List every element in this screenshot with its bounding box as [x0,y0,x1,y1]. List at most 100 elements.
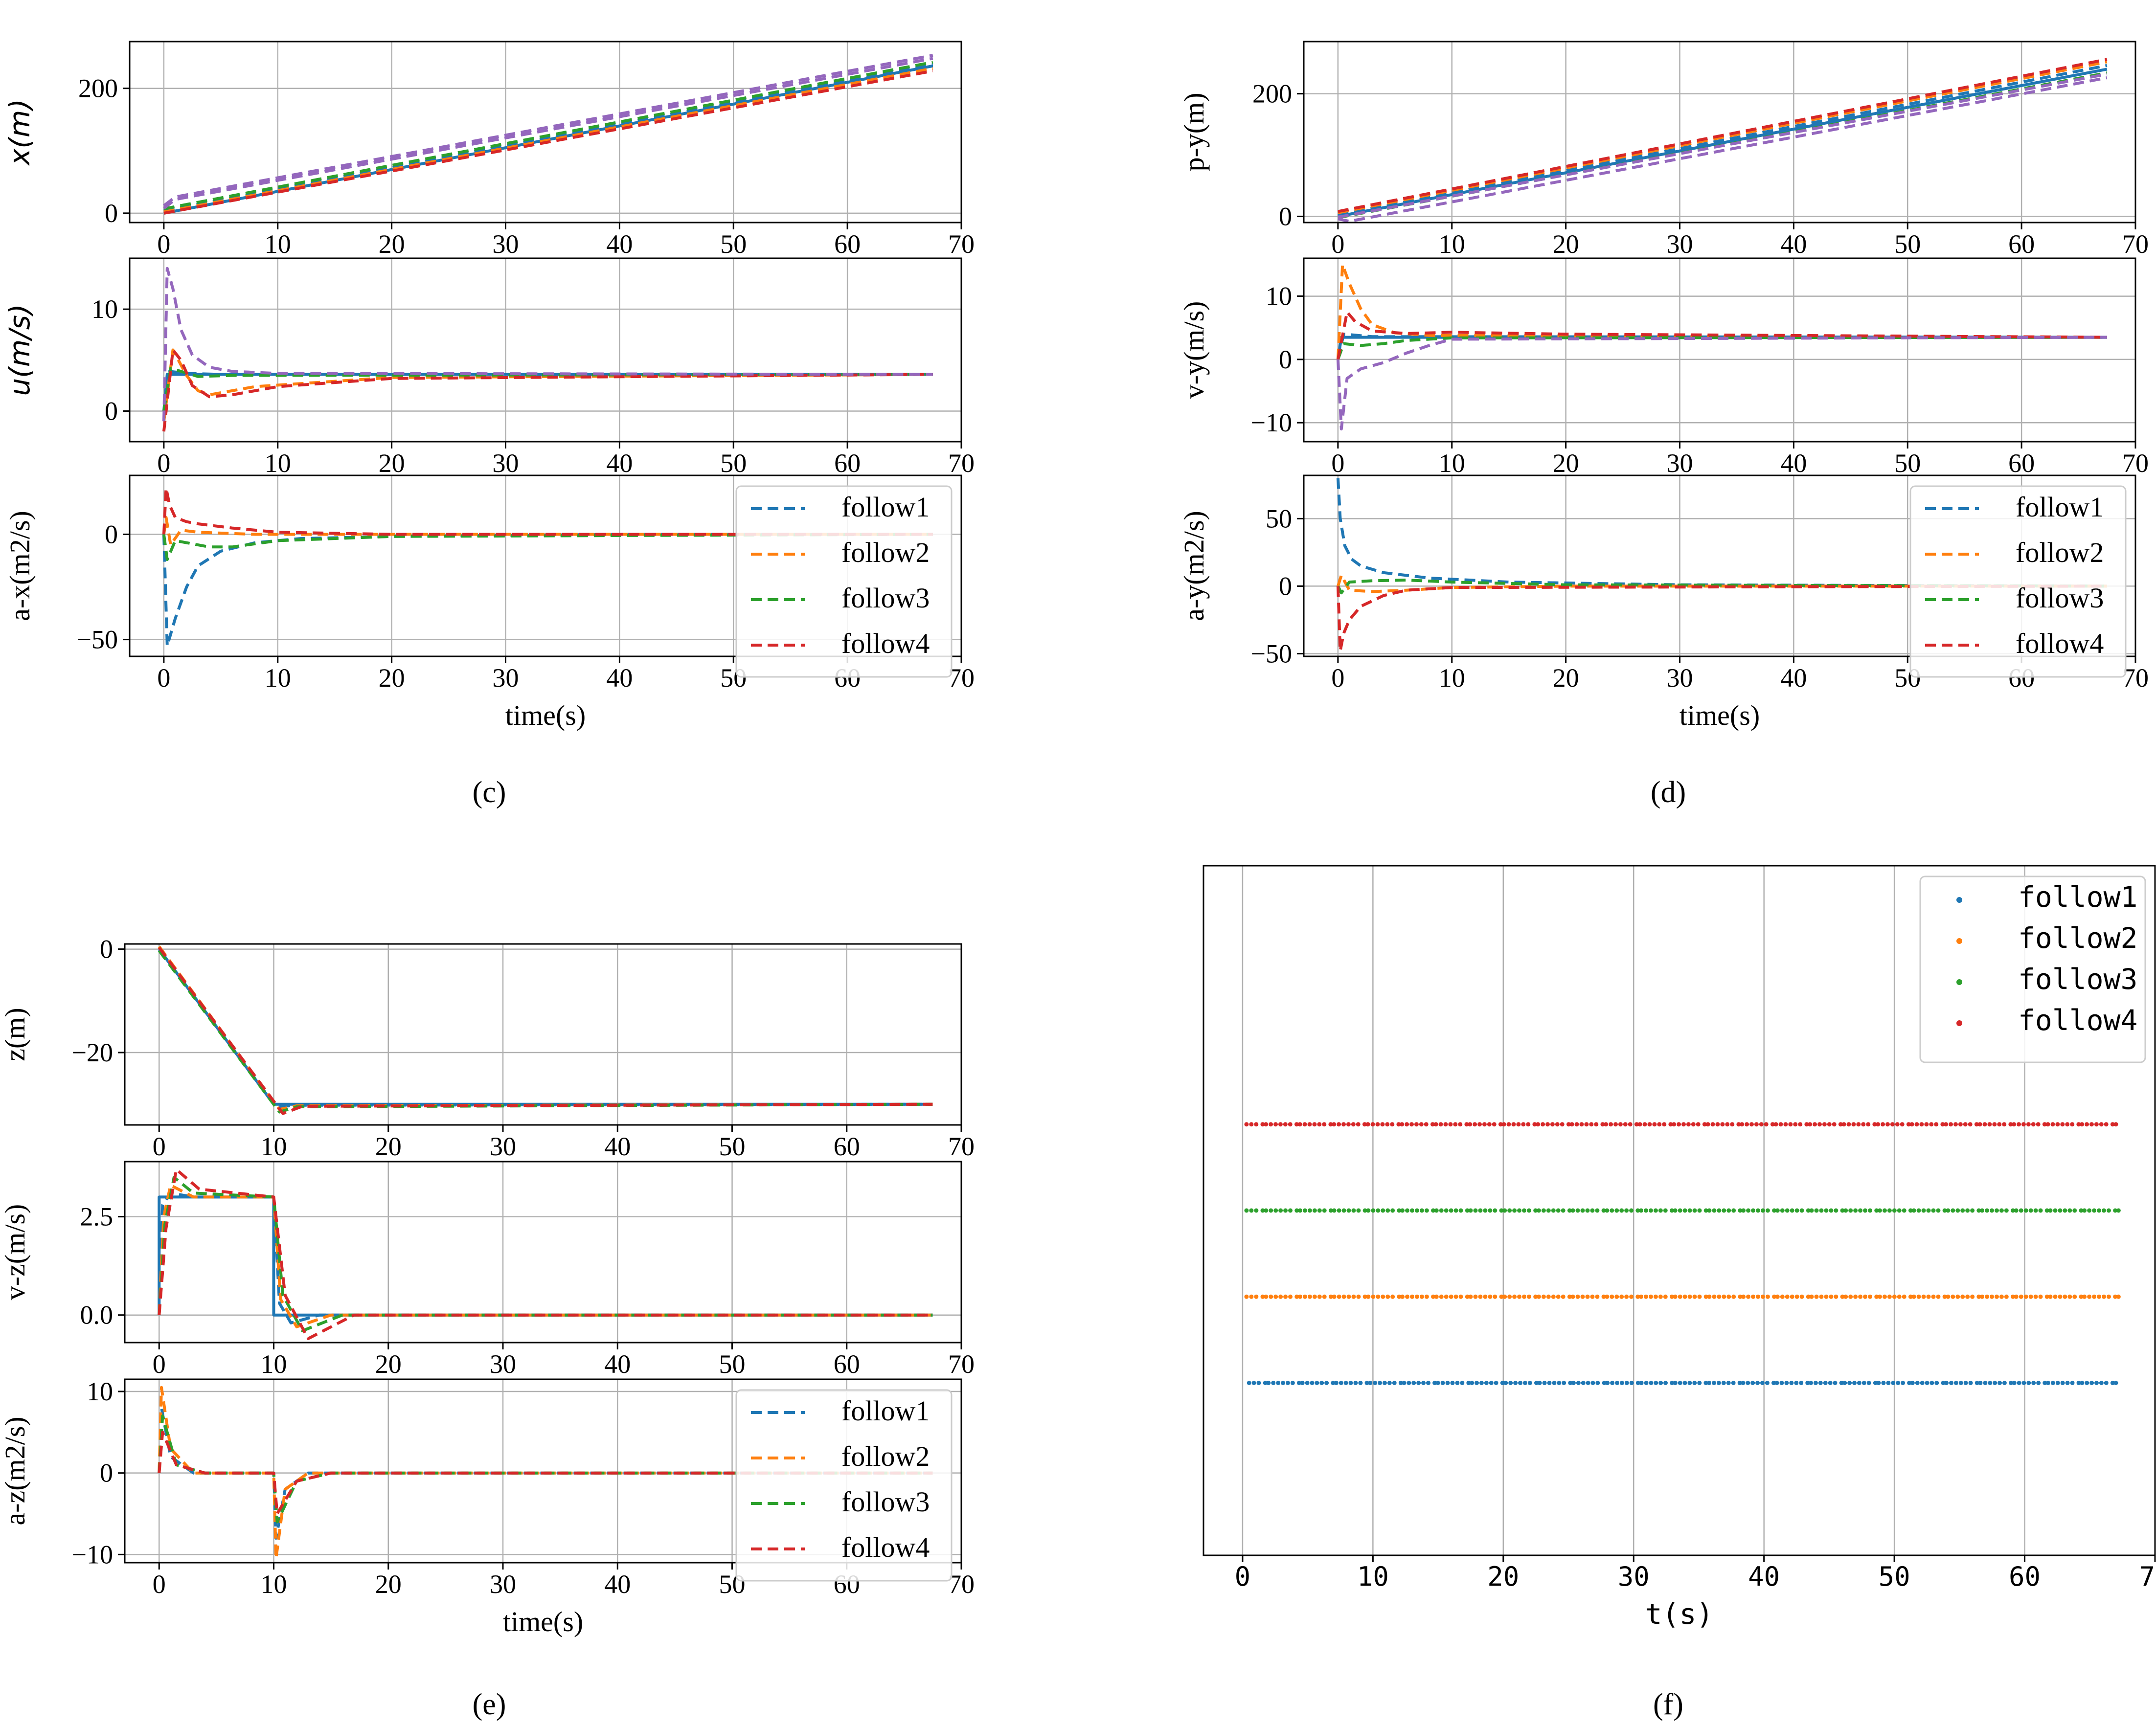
scatter-point-follow2 [1522,1294,1527,1299]
scatter-point-follow4 [1400,1122,1405,1127]
scatter-point-follow1 [2002,1381,2007,1385]
scatter-point-follow1 [1784,1381,1789,1385]
scatter-point-follow1 [1479,1381,1484,1385]
scatter-point-follow2 [1332,1294,1337,1299]
x-tick-label: 70 [2122,449,2149,478]
scatter-point-follow4 [1895,1122,1900,1127]
scatter-point-follow4 [1419,1122,1424,1127]
scatter-point-follow2 [1863,1294,1868,1299]
scatter-point-follow1 [1670,1381,1675,1385]
x-tick-label: 10 [1439,229,1465,259]
scatter-point-follow2 [2014,1294,2019,1299]
scatter-point-follow1 [1392,1381,1397,1385]
scatter-point-follow3 [1960,1208,1965,1213]
scatter-point-follow4 [1405,1122,1409,1127]
scatter-point-follow4 [1468,1122,1473,1127]
scatter-point-follow1 [1818,1381,1823,1385]
scatter-point-follow3 [1260,1208,1265,1213]
scatter-point-follow3 [2113,1208,2118,1213]
y-axis-label: v-y(m/s) [1178,301,1210,399]
x-tick-label: 30 [492,663,519,693]
x-tick-label: 20 [1553,663,1579,693]
scatter-point-follow2 [2063,1294,2067,1299]
scatter-point-follow1 [1746,1381,1750,1385]
axes-frame [129,41,962,224]
scatter-point-follow2 [1465,1294,1470,1299]
scatter-point-follow3 [1678,1208,1682,1213]
scatter-point-follow3 [1431,1208,1436,1213]
scatter-point-follow1 [1527,1381,1532,1385]
scatter-point-follow3 [1814,1208,1819,1213]
scatter-point-follow4 [1555,1122,1560,1127]
scatter-point-follow4 [2036,1122,2041,1127]
scatter-point-follow1 [1266,1381,1271,1385]
scatter-point-follow4 [1929,1122,1934,1127]
scatter-point-follow1 [1557,1381,1562,1385]
scatter-point-follow2 [1653,1294,1658,1299]
scatter-point-follow4 [1634,1122,1639,1127]
x-tick-label: 20 [375,1570,402,1599]
scatter-point-follow1 [1988,1381,1993,1385]
scatter-point-follow1 [1644,1381,1649,1385]
scatter-point-follow2 [1790,1294,1794,1299]
scatter-point-follow2 [1819,1294,1824,1299]
plot-area [158,945,933,1115]
scatter-point-follow4 [1686,1122,1691,1127]
series-line-follow4 [1336,310,2107,360]
scatter-point-follow2 [1317,1294,1322,1299]
scatter-point-follow1 [1896,1381,1901,1385]
scatter-point-follow3 [1843,1208,1848,1213]
scatter-point-follow2 [1294,1294,1299,1299]
scatter-point-follow4 [1968,1122,1973,1127]
scatter-point-follow3 [1931,1208,1936,1213]
panel-label-d: (d) [1651,776,1686,809]
scatter-point-follow4 [2021,1122,2026,1127]
scatter-point-follow1 [1857,1381,1861,1385]
scatter-point-follow4 [1618,1122,1623,1127]
scatter-point-follow2 [1892,1294,1897,1299]
scatter-point-follow1 [1602,1381,1607,1385]
scatter-point-follow4 [1783,1122,1788,1127]
scatter-point-follow4 [1341,1122,1346,1127]
scatter-point-follow3 [1663,1208,1668,1213]
scatter-point-follow1 [1920,1381,1925,1385]
scatter-point-follow4 [2076,1122,2081,1127]
legend-label-follow2: follow2 [841,537,930,568]
x-tick-label: 40 [604,1570,631,1599]
scatter-point-follow4 [1736,1122,1741,1127]
scatter-point-follow1 [1891,1381,1896,1385]
scatter-point-follow2 [1362,1294,1367,1299]
scatter-point-follow3 [1673,1208,1678,1213]
scatter-point-follow2 [1760,1294,1765,1299]
scatter-point-follow1 [1673,1381,1678,1385]
x-tick-label: 10 [265,449,291,478]
x-tick-label: 30 [492,449,519,478]
legend: follow1 follow2 follow3 follow4 [735,485,953,678]
scatter-point-follow3 [1840,1208,1845,1213]
scatter-point-follow2 [1499,1294,1504,1299]
scatter-point-follow2 [1567,1294,1572,1299]
scatter-point-follow4 [1866,1122,1871,1127]
scatter-point-follow3 [1283,1208,1288,1213]
scatter-point-follow4 [1817,1122,1822,1127]
scatter-point-follow2 [2053,1294,2058,1299]
scatter-point-follow1 [1929,1381,1934,1385]
scatter-point-follow4 [1730,1122,1735,1127]
scatter-point-follow3 [1297,1208,1302,1213]
scatter-point-follow3 [1346,1208,1351,1213]
scatter-point-follow2 [1809,1294,1814,1299]
scatter-point-follow2 [2082,1294,2087,1299]
scatter-point-follow3 [1371,1208,1376,1213]
scatter-point-follow2 [1707,1294,1712,1299]
scatter-point-follow1 [1310,1381,1315,1385]
x-tick-label: 50 [719,1349,746,1379]
scatter-point-follow3 [1273,1208,1278,1213]
scatter-point-follow2 [1473,1294,1478,1299]
legend-box [735,485,953,678]
scatter-point-follow1 [1741,1381,1746,1385]
scatter-point-follow4 [1482,1122,1487,1127]
series-line-other [162,267,933,422]
series-line-follow2 [1336,263,2107,360]
scatter-point-follow1 [1460,1381,1465,1385]
scatter-point-follow3 [1254,1208,1259,1213]
